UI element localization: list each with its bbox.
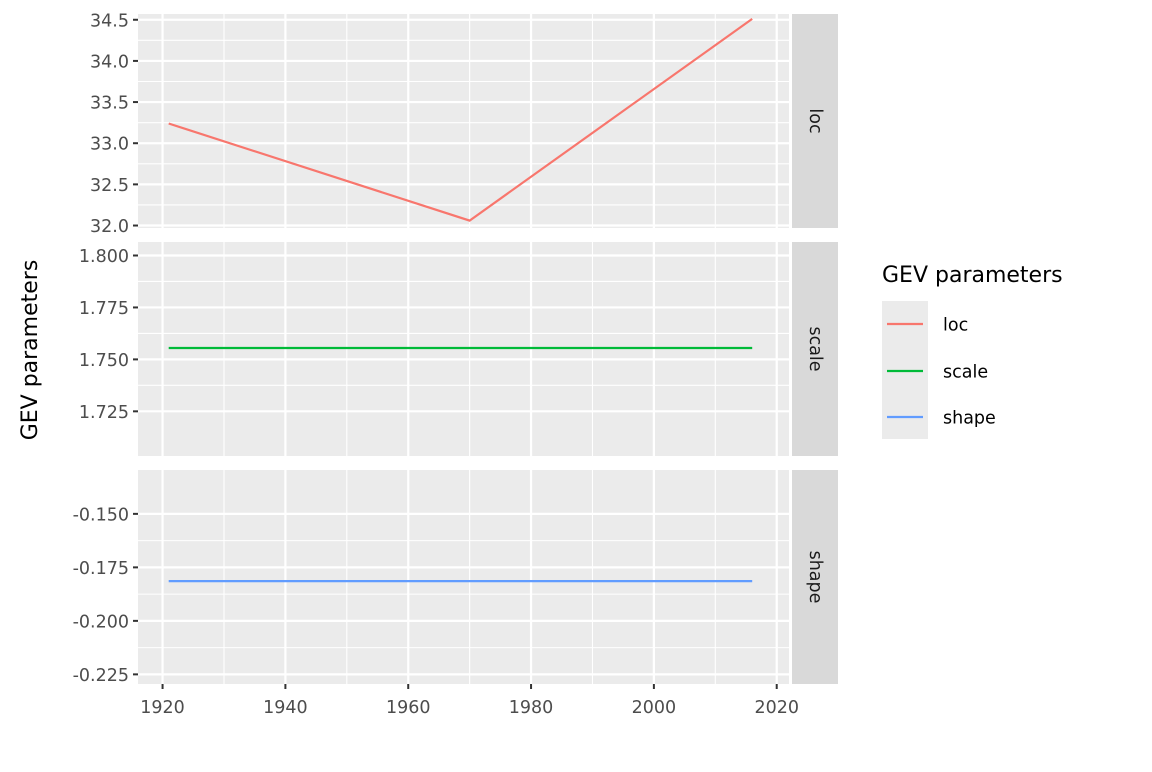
y-tick-label: 32.5 <box>90 176 129 196</box>
x-tick-label: 1980 <box>509 698 554 718</box>
facet-panels: 32.032.533.033.534.034.5loc1.7251.7501.7… <box>73 11 838 686</box>
y-tick-label: -0.200 <box>73 612 129 632</box>
facet-strip <box>792 14 838 228</box>
y-tick-label: 1.750 <box>79 351 129 371</box>
y-tick-label: -0.175 <box>73 559 129 579</box>
y-tick-label: 1.775 <box>79 299 129 319</box>
facet-panel-shape: -0.225 -0.200 -0.175 -0.150 shape <box>73 470 838 686</box>
x-tick-label: 1920 <box>140 698 185 718</box>
facet-strip <box>792 470 838 684</box>
facet-strip <box>792 242 838 456</box>
facet-strip-label: scale <box>805 326 825 371</box>
y-tick-label: 32.0 <box>90 217 129 237</box>
legend: GEV parameters loc scale shape <box>882 263 1063 439</box>
x-tick-label: 1960 <box>386 698 431 718</box>
y-tick-label: 34.5 <box>90 11 129 31</box>
y-tick-label: 33.5 <box>90 94 129 114</box>
facet-strip-label: shape <box>805 551 825 604</box>
series-line-loc <box>168 18 753 222</box>
y-tick-label: 1.800 <box>79 247 129 267</box>
facet-panel-loc: 32.0 32.5 33.0 33.5 34.0 34.5 loc <box>90 11 838 237</box>
y-tick-label: 33.0 <box>90 135 129 155</box>
y-tick-label: -0.225 <box>73 666 129 686</box>
y-axis-title: GEV parameters <box>18 260 43 441</box>
y-tick-label: -0.150 <box>73 505 129 525</box>
x-tick-label: 1940 <box>263 698 308 718</box>
legend-label-shape: shape <box>943 409 996 429</box>
panel-background <box>138 14 789 228</box>
legend-label-scale: scale <box>943 363 988 383</box>
facet-strip-label: loc <box>805 108 825 133</box>
legend-title: GEV parameters <box>882 263 1063 288</box>
x-axis: 1920 1940 1960 1980 2000 2020 <box>140 684 799 718</box>
y-tick-label: 1.725 <box>79 403 129 423</box>
x-tick-label: 2020 <box>754 698 799 718</box>
y-tick-label: 34.0 <box>90 52 129 72</box>
x-tick-label: 2000 <box>632 698 677 718</box>
facet-panel-scale: 1.725 1.750 1.775 1.800 scale <box>79 242 838 456</box>
legend-label-loc: loc <box>943 316 968 336</box>
legend-items: loc scale shape <box>887 316 996 429</box>
panel-background <box>138 470 789 684</box>
